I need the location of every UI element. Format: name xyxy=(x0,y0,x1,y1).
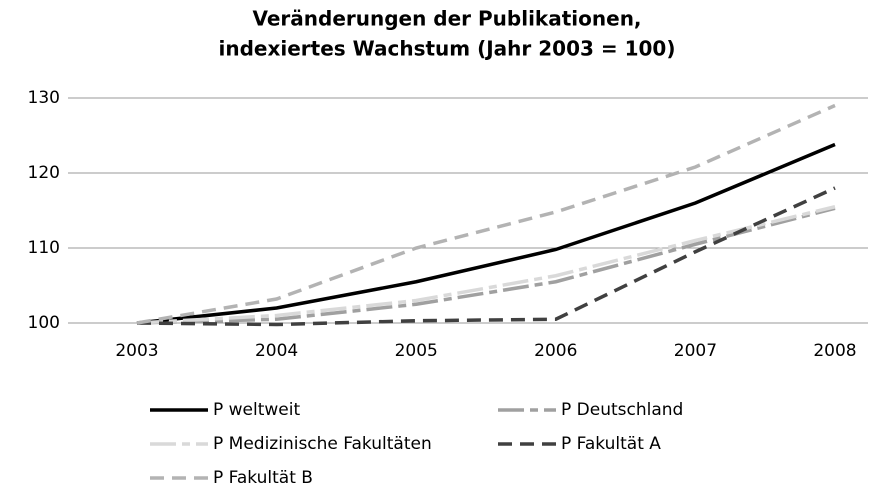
y-tick-label: 120 xyxy=(28,163,60,183)
x-tick-label: 2003 xyxy=(115,341,158,361)
x-tick-label: 2004 xyxy=(255,341,298,361)
chart-title: Veränderungen der Publikationen, xyxy=(252,7,641,31)
x-tick-label: 2006 xyxy=(534,341,577,361)
line-series xyxy=(136,142,836,325)
legend-label: P Medizinische Fakultäten xyxy=(213,434,432,454)
line-series xyxy=(136,205,836,325)
legend-label: P weltweit xyxy=(213,400,300,420)
x-tick-label: 2005 xyxy=(395,341,438,361)
y-tick-label: 110 xyxy=(28,238,60,258)
chart-title: indexiertes Wachstum (Jahr 2003 = 100) xyxy=(219,37,676,61)
y-tick-label: 130 xyxy=(28,88,60,108)
line-series xyxy=(136,186,836,327)
line-series xyxy=(136,103,836,325)
legend-label: P Deutschland xyxy=(561,400,683,420)
line-series xyxy=(136,206,836,325)
legend-label: P Fakultät A xyxy=(561,434,661,454)
x-tick-label: 2007 xyxy=(674,341,717,361)
y-tick-label: 100 xyxy=(28,313,60,333)
x-tick-label: 2008 xyxy=(813,341,856,361)
legend-label: P Fakultät B xyxy=(213,468,313,488)
